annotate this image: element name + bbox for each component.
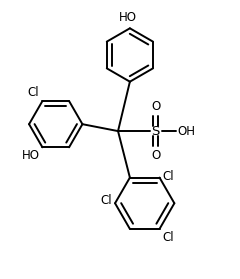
Text: S: S xyxy=(151,125,160,138)
Text: HO: HO xyxy=(21,149,39,162)
Text: Cl: Cl xyxy=(101,194,112,207)
Text: Cl: Cl xyxy=(162,231,174,244)
Text: OH: OH xyxy=(177,125,195,138)
Text: Cl: Cl xyxy=(28,86,39,99)
Text: O: O xyxy=(151,149,160,162)
Text: Cl: Cl xyxy=(162,170,174,183)
Text: O: O xyxy=(151,100,160,113)
Text: HO: HO xyxy=(119,11,137,24)
